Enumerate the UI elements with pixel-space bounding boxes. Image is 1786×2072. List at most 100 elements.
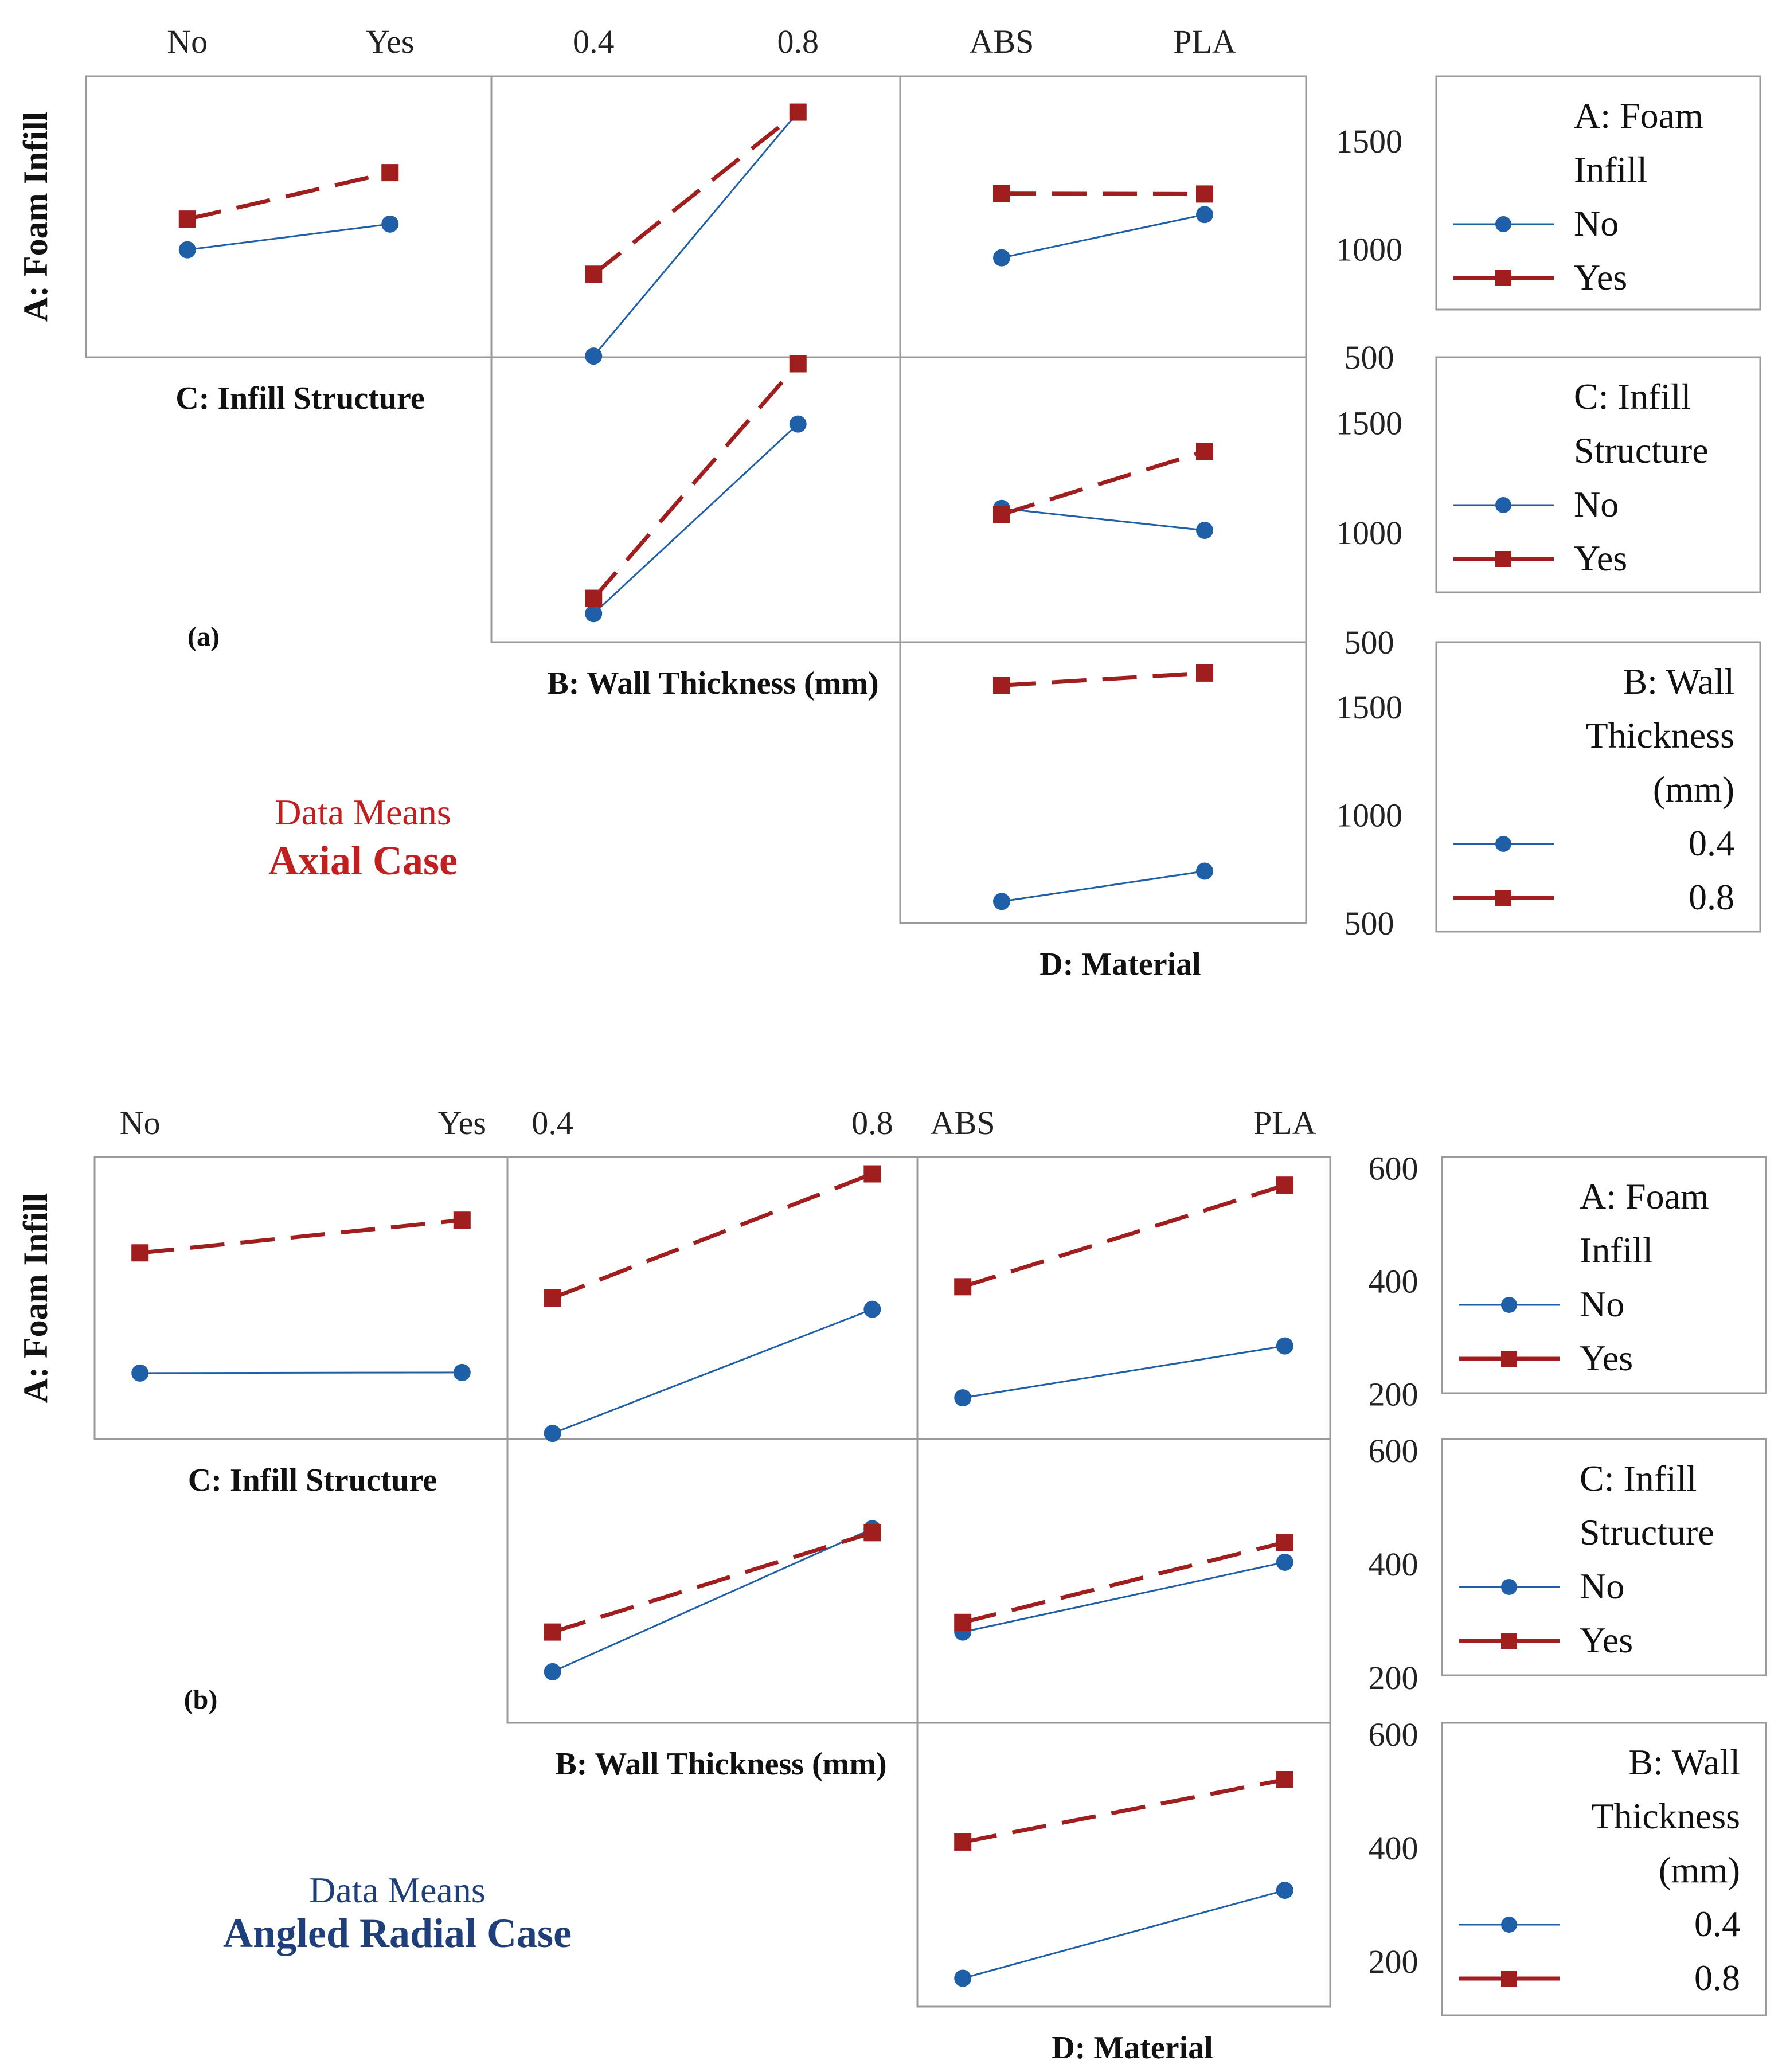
legend-box <box>1435 75 1761 311</box>
series-line-yes <box>962 1777 1285 1844</box>
series-line-no <box>552 1308 873 1434</box>
y-tick-label: 1500 <box>1336 123 1402 160</box>
y-tick-label: 400 <box>1369 1262 1418 1300</box>
data-point-no <box>1196 862 1213 880</box>
legend-title: B: Wall <box>1623 661 1734 702</box>
top-tick-label: Yes <box>438 1104 486 1141</box>
data-point-yes <box>381 164 399 182</box>
data-point-no <box>544 1425 561 1442</box>
legend-1: C: Infill Structure No Yes <box>1435 356 1761 593</box>
y-tick-label: 1000 <box>1336 231 1402 268</box>
legend-entry: No <box>1580 1566 1624 1606</box>
top-tick-label: 0.4 <box>573 23 615 60</box>
y-tick-label: 1500 <box>1336 405 1402 442</box>
top-tick-label: PLA <box>1253 1104 1316 1141</box>
panel-label: (a) <box>187 621 220 652</box>
legend-entry: Yes <box>1574 538 1627 578</box>
series-line-yes <box>552 1531 873 1634</box>
top-tick-label: 0.4 <box>531 1104 573 1141</box>
legend-entry: No <box>1574 203 1619 244</box>
case-label: Angled Radial Case <box>223 1910 572 1956</box>
plot-angled-radial: No Yes 0.4 0.8 ABS PLA 200 400 600 200 400 600 200 40… <box>17 1104 1767 2066</box>
legend-marker-square <box>1501 1351 1517 1367</box>
y-tick-label: 500 <box>1345 624 1394 661</box>
data-point-yes <box>789 355 807 373</box>
row-title-foam-infill: A: Foam Infill <box>17 112 54 322</box>
series-line-no <box>1001 507 1205 531</box>
y-tick-label: 500 <box>1345 905 1394 942</box>
data-point-yes <box>544 1289 561 1307</box>
panel-frame <box>899 641 1307 924</box>
data-point-no <box>178 241 196 259</box>
y-tick-label: 1500 <box>1336 689 1402 726</box>
series-line-no <box>187 223 390 251</box>
legend-marker-circle <box>1501 1297 1517 1313</box>
series-line-yes <box>962 1540 1285 1625</box>
legend-2: B: Wall Thickness (mm) 0.4 0.8 <box>1441 1722 1767 2016</box>
legend-title: (mm) <box>1653 769 1734 810</box>
y-tick-label: 600 <box>1369 1432 1418 1469</box>
data-means-label: Data Means <box>275 792 451 832</box>
data-point-yes <box>453 1211 471 1229</box>
top-tick-label: ABS <box>931 1104 995 1141</box>
series-line-no <box>593 111 799 357</box>
axis-title: D: Material <box>1052 2030 1213 2066</box>
series-line-no <box>1001 213 1205 259</box>
legend-title: Structure <box>1580 1512 1714 1553</box>
y-tick-label: 500 <box>1345 339 1394 376</box>
data-point-yes <box>954 1278 972 1296</box>
legend-marker-circle <box>1495 497 1511 513</box>
data-point-no <box>544 1663 561 1680</box>
legend-title: A: Foam <box>1580 1176 1709 1217</box>
series-line-no <box>552 1528 873 1673</box>
series-line-yes <box>592 110 799 276</box>
panel-frame <box>490 75 901 358</box>
data-point-yes <box>863 1165 881 1183</box>
y-tick-label: 200 <box>1369 1375 1418 1413</box>
data-point-yes <box>1276 1771 1293 1788</box>
legend-marker-square <box>1495 270 1511 286</box>
data-point-yes <box>1196 443 1213 460</box>
legend-title: Infill <box>1580 1230 1653 1270</box>
legend-entry: No <box>1580 1284 1624 1324</box>
series-line-no <box>593 423 799 615</box>
legend-title: Thickness <box>1592 1796 1741 1836</box>
legend-0: A: Foam Infill No Yes <box>1441 1156 1767 1394</box>
legend-marker-square <box>1501 1633 1517 1649</box>
data-point-yes <box>993 506 1010 523</box>
legend-entry: 0.8 <box>1694 1957 1740 1998</box>
series-line-yes <box>552 1172 873 1300</box>
data-point-yes <box>1276 1176 1293 1194</box>
legend-box <box>1441 1722 1767 2016</box>
axis-title: C: Infill Structure <box>175 381 425 416</box>
legend-title: C: Infill <box>1580 1458 1697 1499</box>
case-label: Axial Case <box>268 838 458 883</box>
data-point-no <box>1196 522 1213 539</box>
y-tick-label: 400 <box>1369 1546 1418 1583</box>
legend-entry: Yes <box>1580 1338 1633 1378</box>
panel-frame <box>899 356 1307 643</box>
data-point-no <box>131 1364 149 1382</box>
series-line-yes <box>139 1218 463 1255</box>
legend-marker-circle <box>1501 1579 1517 1595</box>
data-means-label: Data Means <box>309 1870 485 1910</box>
y-tick-label: 200 <box>1369 1659 1418 1696</box>
top-tick-label: No <box>120 1104 161 1141</box>
legend-title: B: Wall <box>1628 1742 1740 1782</box>
y-tick-label: 400 <box>1369 1829 1418 1867</box>
data-point-yes <box>131 1244 149 1262</box>
data-point-yes <box>585 265 603 283</box>
panel-frame <box>916 1722 1331 2008</box>
data-point-no <box>1276 1882 1293 1899</box>
series-line-yes <box>186 170 391 221</box>
legend-box <box>1441 1156 1767 1394</box>
series-line-yes <box>962 1183 1285 1289</box>
data-point-no <box>954 1389 972 1407</box>
data-point-no <box>1276 1553 1293 1571</box>
legend-entry: 0.4 <box>1689 823 1734 863</box>
series-line-yes <box>1001 449 1206 517</box>
legend-marker-circle <box>1495 836 1511 852</box>
series-line-no <box>962 1561 1285 1633</box>
series-line-yes <box>1001 671 1205 687</box>
axis-title: D: Material <box>1039 947 1201 982</box>
